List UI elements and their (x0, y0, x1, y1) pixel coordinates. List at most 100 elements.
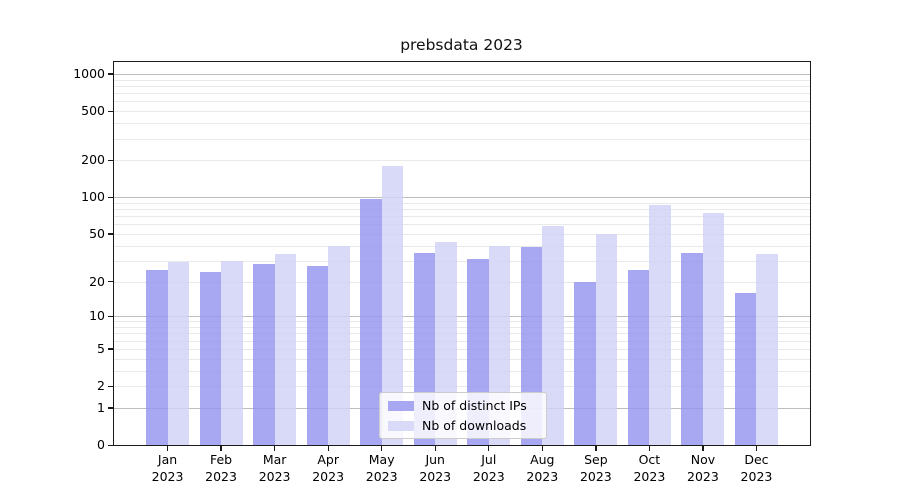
y-minor-gridline (114, 209, 810, 211)
y-tick-mark (108, 73, 113, 75)
y-tick-label: 1 (97, 399, 105, 415)
bar-downloads (595, 233, 618, 445)
y-tick-label: 100 (81, 189, 105, 205)
x-tick-mark (755, 446, 758, 451)
bar-downloads (381, 165, 404, 445)
bar-distinct-ips (627, 270, 650, 445)
y-minor-gridline (114, 93, 810, 95)
y-minor-gridline (114, 327, 810, 328)
legend-entry-downloads: Nb of downloads (388, 418, 538, 433)
y-tick-label: 20 (89, 273, 105, 289)
bar-distinct-ips (199, 272, 222, 445)
x-tick-label: Dec 2023 (740, 452, 773, 484)
x-tick-mark (541, 446, 543, 451)
legend-swatch-distinct-ips (388, 400, 414, 411)
bar-distinct-ips (681, 252, 703, 445)
bar-downloads (702, 213, 725, 445)
y-minor-gridline (114, 138, 810, 140)
x-tick-label: Mar 2023 (258, 452, 291, 484)
y-minor-gridline (114, 340, 810, 342)
y-minor-gridline (114, 123, 810, 125)
bar-downloads (756, 254, 778, 445)
y-tick-label: 200 (81, 152, 105, 168)
y-minor-gridline (114, 111, 810, 113)
x-tick-mark (274, 446, 276, 451)
chart-title: prebsdata 2023 (400, 36, 523, 54)
x-tick-label: Jun 2023 (419, 452, 452, 484)
y-tick-label: 500 (81, 103, 105, 119)
y-major-gridline (114, 316, 810, 318)
y-tick-mark (108, 281, 113, 283)
x-tick-label: Oct 2023 (633, 452, 666, 484)
x-tick-mark (595, 446, 597, 451)
y-major-gridline (114, 73, 810, 75)
legend-label-downloads: Nb of downloads (422, 418, 527, 433)
y-tick-mark (108, 444, 113, 446)
y-minor-gridline (114, 85, 810, 87)
bar-downloads (167, 262, 190, 445)
x-tick-mark (702, 446, 704, 451)
y-tick-mark (108, 110, 113, 112)
x-tick-mark (220, 446, 222, 451)
x-tick-mark (327, 446, 329, 451)
bar-distinct-ips (574, 281, 596, 445)
x-tick-mark (488, 446, 490, 451)
x-tick-mark (434, 446, 436, 451)
y-tick-mark (108, 315, 113, 318)
x-tick-label: Nov 2023 (687, 452, 719, 484)
legend-entry-distinct-ips: Nb of distinct IPs (388, 398, 538, 413)
y-tick-label: 50 (89, 225, 105, 241)
y-minor-gridline (114, 358, 810, 360)
legend: Nb of distinct IPs Nb of downloads (379, 392, 547, 439)
x-tick-mark (166, 446, 169, 451)
bar-downloads (274, 254, 297, 445)
y-minor-gridline (114, 348, 810, 350)
x-tick-label: Jan 2023 (151, 452, 184, 484)
bar-distinct-ips (306, 266, 329, 445)
y-tick-mark (108, 159, 113, 161)
bar-distinct-ips (146, 270, 168, 445)
bar-distinct-ips (253, 264, 275, 445)
y-minor-gridline (114, 370, 810, 372)
legend-label-distinct-ips: Nb of distinct IPs (422, 398, 527, 413)
y-tick-mark (108, 233, 113, 235)
y-tick-mark (108, 385, 113, 387)
x-tick-label: Jul 2023 (472, 452, 505, 484)
plot-area: Nb of distinct IPs Nb of downloads 0 1 2 5 1… (73, 61, 811, 484)
bar-downloads (542, 226, 564, 445)
x-tick-label: Aug 2023 (526, 452, 559, 484)
y-minor-gridline (114, 160, 810, 162)
x-tick-label: Sep 2023 (579, 452, 612, 484)
y-tick-label: 0 (97, 437, 105, 452)
y-tick-label: 1000 (73, 65, 105, 81)
y-major-gridline (114, 197, 810, 199)
y-tick-mark (108, 196, 113, 198)
y-minor-gridline (114, 224, 810, 226)
y-tick-mark (108, 407, 113, 409)
x-tick-mark (381, 446, 383, 451)
y-minor-gridline (114, 281, 810, 283)
y-tick-label: 5 (97, 340, 105, 356)
y-tick-label: 10 (89, 308, 105, 324)
y-minor-gridline (114, 233, 810, 235)
y-minor-gridline (114, 321, 810, 323)
y-minor-gridline (114, 101, 810, 103)
y-minor-gridline (114, 202, 810, 204)
x-tick-label: May 2023 (365, 452, 398, 484)
y-minor-gridline (114, 245, 810, 247)
x-tick-mark (648, 446, 651, 451)
legend-swatch-downloads (388, 420, 414, 431)
bar-downloads (221, 260, 243, 445)
y-tick-label: 2 (97, 378, 105, 393)
y-minor-gridline (114, 386, 810, 387)
x-tick-label: Apr 2023 (312, 452, 345, 484)
y-minor-gridline (114, 79, 810, 81)
bar-distinct-ips (734, 292, 757, 445)
x-tick-label: Feb 2023 (205, 452, 237, 484)
y-tick-mark (108, 348, 113, 350)
bar-distinct-ips (360, 198, 382, 445)
y-minor-gridline (114, 333, 810, 335)
bar-downloads (328, 245, 350, 445)
y-minor-gridline (114, 260, 810, 262)
